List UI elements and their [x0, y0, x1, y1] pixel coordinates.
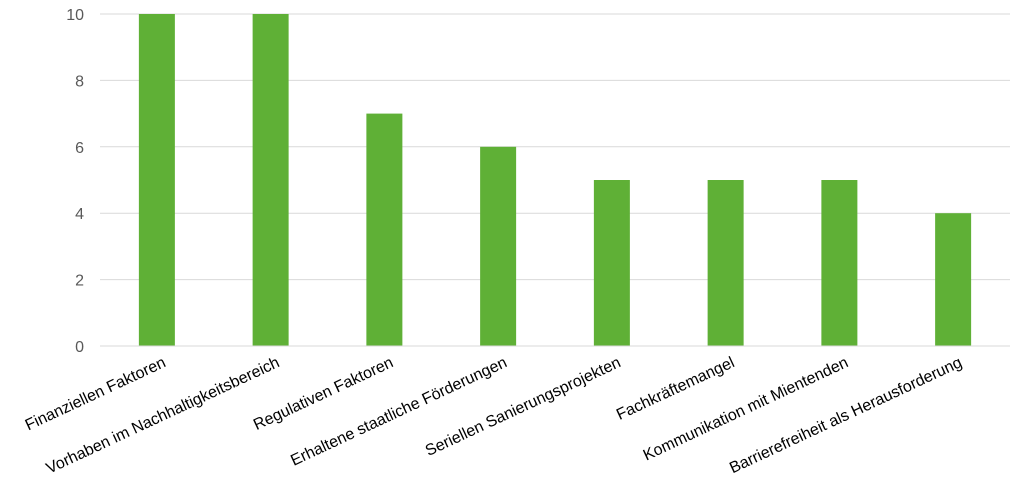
- gridlines: [100, 13, 1010, 281]
- y-tick-label: 2: [75, 273, 84, 290]
- x-tick-label: Seriellen Sanierungsprojekten: [423, 354, 624, 460]
- bar: [935, 213, 972, 346]
- bar: [480, 146, 517, 346]
- bar: [821, 180, 858, 346]
- bars: [138, 14, 972, 346]
- bar: [707, 180, 744, 346]
- bar: [366, 113, 403, 346]
- y-axis-ticks: 0 2 4 6 8 10: [66, 7, 84, 356]
- bar: [593, 180, 630, 346]
- y-tick-label: 8: [75, 73, 84, 90]
- x-tick-label: Barrierefreiheit als Herausforderung: [727, 354, 965, 477]
- y-tick-label: 6: [75, 140, 84, 157]
- y-tick-label: 10: [66, 7, 84, 24]
- x-tick-label: Erhaltene staatliche Förderungen: [288, 354, 510, 469]
- bar: [252, 14, 289, 346]
- bar: [138, 14, 175, 346]
- x-tick-label: Vorhaben im Nachhaltigkeitsbereich: [44, 354, 283, 477]
- x-tick-label: Kommunikation mit Mientenden: [641, 354, 851, 464]
- y-tick-label: 0: [75, 339, 84, 356]
- y-tick-label: 4: [75, 206, 84, 223]
